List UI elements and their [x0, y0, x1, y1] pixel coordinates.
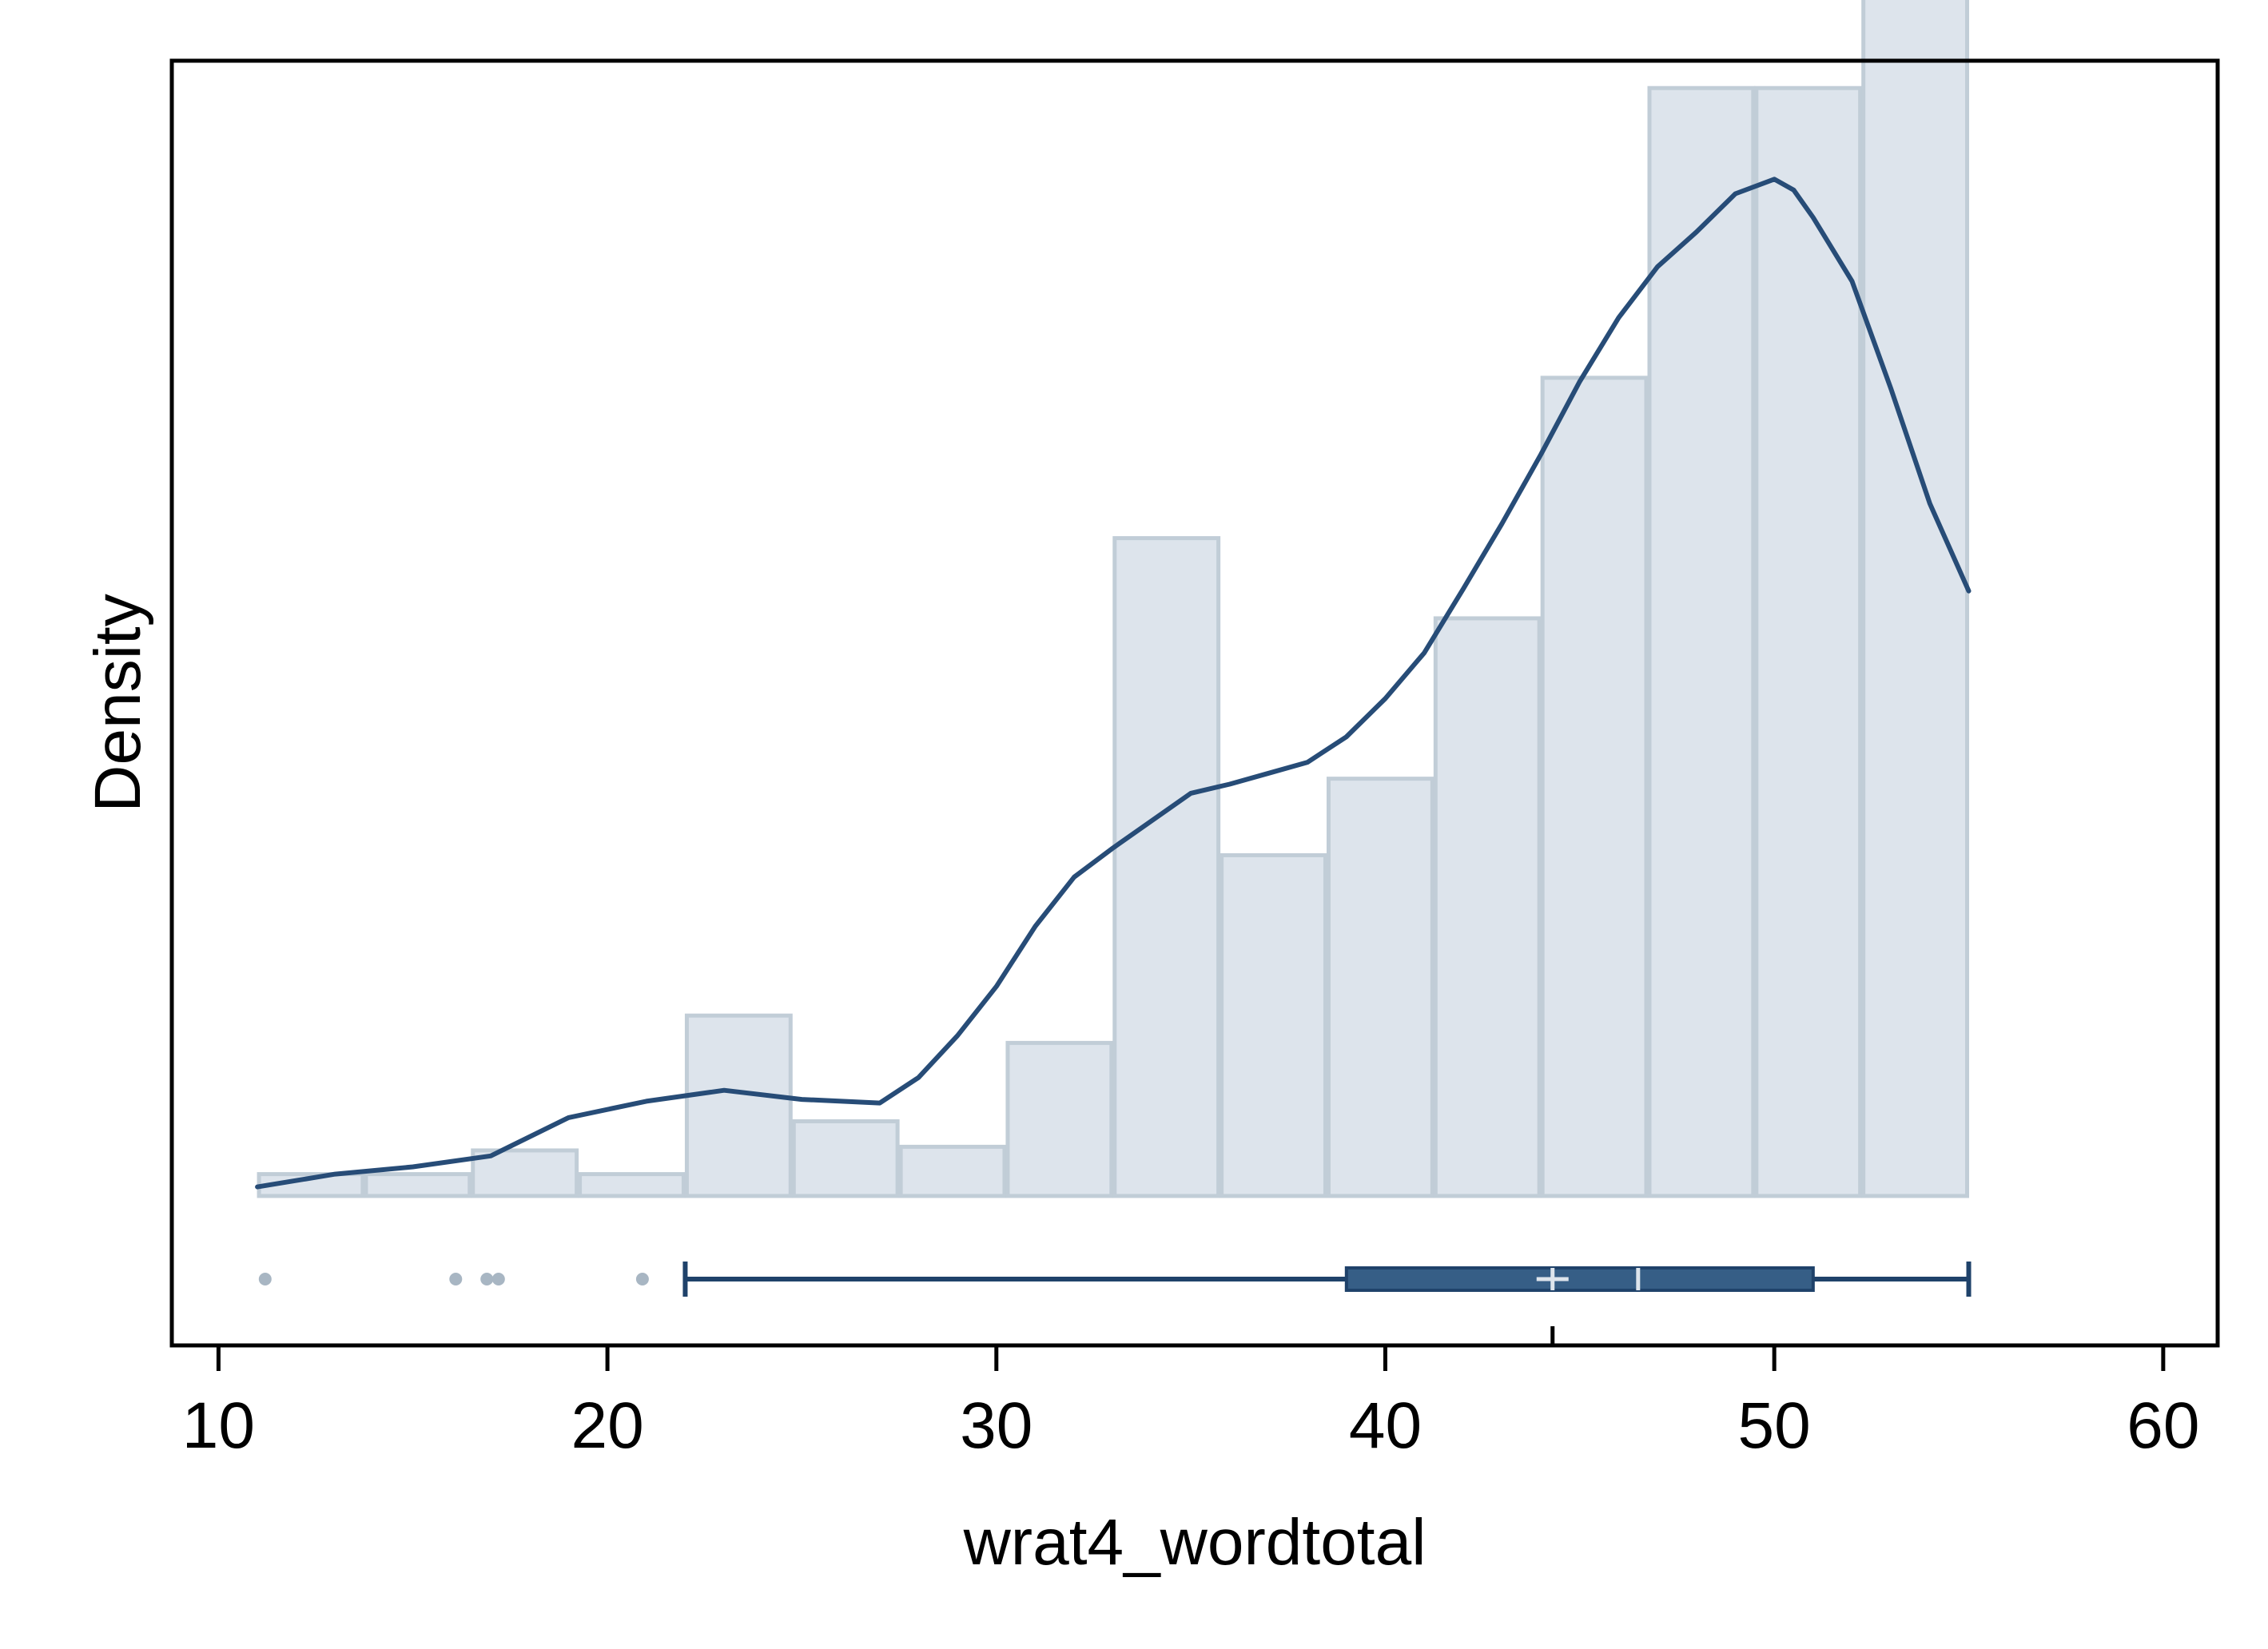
histogram-bar	[1112, 536, 1221, 1198]
histogram-bar	[684, 1013, 793, 1198]
histogram-bar	[1754, 85, 1863, 1198]
boxplot	[258, 1262, 1972, 1297]
boxplot-iqr-box	[1344, 1266, 1815, 1292]
histogram-bar	[1326, 777, 1434, 1198]
histogram-bar	[364, 1172, 472, 1198]
histogram-bar	[1540, 375, 1649, 1198]
plot-frame	[169, 58, 2220, 1348]
x-tick-label: 60	[2127, 1389, 2199, 1462]
kde-line	[255, 177, 1972, 1190]
x-axis-title: wrat4_wordtotal	[963, 1506, 1426, 1579]
y-axis-title: Density	[82, 594, 154, 812]
x-tick-label: 30	[960, 1389, 1033, 1462]
x-axis: 10 20 30 40 50 60	[182, 1326, 2199, 1462]
histogram-bar	[1220, 852, 1327, 1198]
x-tick-label: 20	[571, 1389, 643, 1462]
boxplot-outlier-point	[480, 1273, 494, 1285]
histogram-bar	[1647, 85, 1756, 1198]
histogram-bar	[898, 1144, 1007, 1198]
histogram-bar	[1005, 1040, 1114, 1198]
boxplot-outlier-point	[449, 1273, 463, 1285]
histogram-bars	[257, 0, 1970, 1198]
histogram-bar	[1433, 616, 1542, 1198]
x-tick-label: 10	[182, 1389, 255, 1462]
x-tick-label: 50	[1738, 1389, 1811, 1462]
histogram-bar	[578, 1172, 686, 1198]
kde-curve-layer	[255, 177, 1972, 1190]
histogram-bar	[1861, 0, 1970, 1198]
histogram-bar	[791, 1119, 900, 1198]
boxplot-outlier-point	[635, 1273, 649, 1285]
boxplot-outlier-point	[491, 1273, 505, 1285]
x-tick-label: 40	[1349, 1389, 1422, 1462]
boxplot-outlier-point	[258, 1273, 272, 1285]
